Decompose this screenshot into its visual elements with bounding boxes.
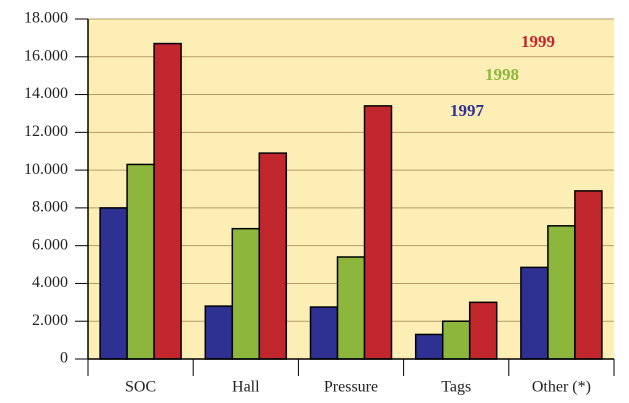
- x-tick-label: Other (*): [532, 379, 591, 396]
- bar: [309, 306, 339, 360]
- y-tick-label: 14.000: [24, 85, 68, 102]
- bar: [99, 207, 128, 360]
- y-tick-label: 4.000: [32, 274, 68, 291]
- x-tick-label: SOC: [125, 379, 156, 396]
- bar: [363, 105, 393, 360]
- bar: [414, 333, 444, 360]
- y-tick-label: 8.000: [32, 199, 68, 216]
- bar: [520, 266, 549, 360]
- y-tick-label: 0: [60, 350, 68, 367]
- bar: [258, 152, 288, 360]
- y-tick-label: 2.000: [32, 312, 68, 329]
- x-tick-label: Pressure: [324, 379, 378, 396]
- legend-label: 1999: [521, 32, 555, 51]
- bar: [468, 301, 498, 360]
- y-tick-label: 12.000: [24, 123, 68, 140]
- y-tick-label: 10.000: [24, 161, 68, 178]
- bar: [574, 190, 603, 360]
- bar: [441, 320, 471, 360]
- bar: [231, 227, 261, 360]
- y-tick-label: 18.000: [24, 10, 68, 27]
- y-tick-label: 6.000: [32, 236, 68, 253]
- bar: [547, 225, 576, 360]
- x-tick-label: Hall: [232, 379, 260, 396]
- bar: [204, 305, 234, 360]
- bar: [336, 256, 366, 360]
- bar: [153, 42, 182, 360]
- y-tick-label: 16.000: [24, 47, 68, 64]
- legend-label: 1997: [450, 101, 485, 120]
- x-tick-label: Tags: [441, 379, 471, 396]
- legend-label: 1998: [485, 65, 519, 84]
- bar: [126, 163, 155, 360]
